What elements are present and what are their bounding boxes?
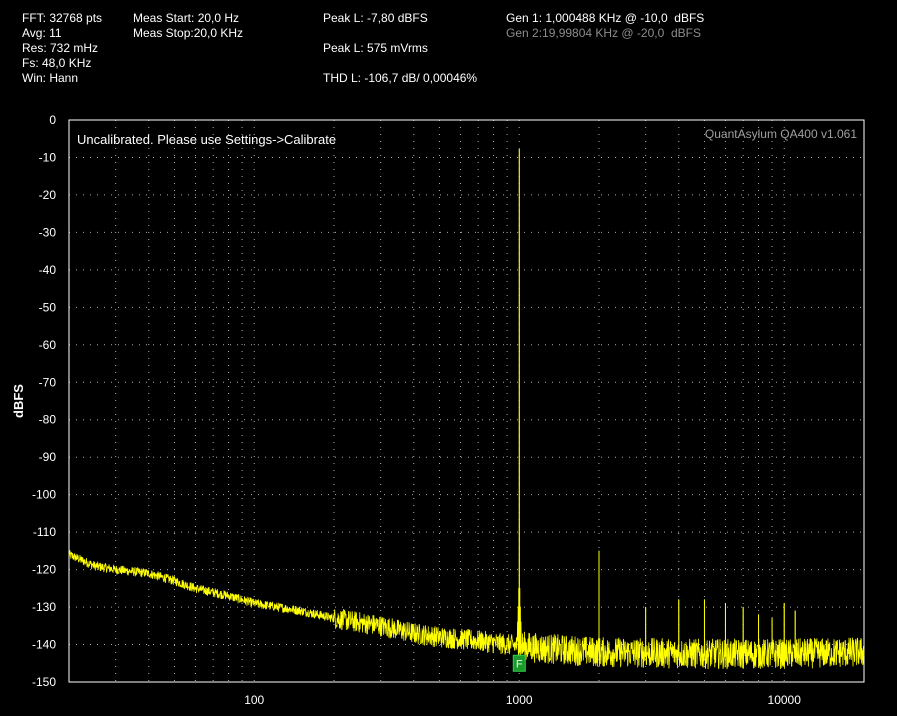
- peak-vrms-readout: Peak L: 575 mVrms: [323, 41, 428, 55]
- x-tick-label: 1000: [506, 693, 533, 707]
- resolution-readout: Res: 732 mHz: [22, 41, 99, 55]
- y-tick-label: -30: [39, 225, 57, 239]
- calibration-warning: Uncalibrated. Please use Settings->Calib…: [77, 132, 336, 147]
- trace-line: [68, 148, 865, 670]
- y-tick-label: 0: [49, 113, 56, 127]
- y-tick-label: -10: [39, 150, 57, 164]
- y-tick-label: -100: [32, 488, 56, 502]
- y-tick-labels: 0 -10 -20 -30 -40 -50 -60 -70 -80 -90 -100 -110 -120…: [32, 113, 56, 689]
- y-tick-label: -120: [32, 563, 56, 577]
- meas-stop-readout: Meas Stop:20,0 KHz: [133, 26, 244, 40]
- x-tick-label: 100: [244, 693, 264, 707]
- y-tick-label: -50: [39, 300, 57, 314]
- window-readout: Win: Hann: [22, 71, 79, 85]
- brand-label: QuantAsylum QA400 v1.061: [705, 127, 857, 141]
- grid: [69, 120, 864, 682]
- marker-label: F: [516, 658, 523, 670]
- x-tick-label: 10000: [768, 693, 802, 707]
- peak-dbfs-readout: Peak L: -7,80 dBFS: [323, 11, 428, 25]
- thd-readout: THD L: -106,7 dB/ 0,00046%: [323, 71, 478, 85]
- y-tick-label: -80: [39, 413, 57, 427]
- marker-box: [512, 654, 526, 672]
- gen2-readout: Gen 2:19,99804 KHz @ -20,0 dBFS: [506, 26, 701, 40]
- y-tick-label: -140: [32, 638, 56, 652]
- y-tick-label: -70: [39, 375, 57, 389]
- meas-start-readout: Meas Start: 20,0 Hz: [133, 11, 240, 25]
- sample-rate-readout: Fs: 48,0 KHz: [22, 56, 92, 70]
- y-tick-label: -20: [39, 188, 57, 202]
- y-tick-label: -90: [39, 450, 57, 464]
- x-tick-labels: 100 1000 10000: [244, 693, 801, 707]
- fft-size-readout: FFT: 32768 pts: [22, 11, 103, 25]
- y-tick-label: -40: [39, 263, 57, 277]
- y-tick-label: -110: [33, 525, 56, 539]
- gen1-readout: Gen 1: 1,000488 KHz @ -10,0 dBFS: [506, 11, 705, 25]
- y-tick-label: -150: [32, 675, 56, 689]
- plot-frame: [68, 119, 865, 683]
- y-tick-label: -130: [32, 600, 56, 614]
- y-tick-label: -60: [39, 338, 57, 352]
- spectrum-trace: [68, 148, 865, 670]
- frequency-marker[interactable]: F: [512, 654, 526, 672]
- y-axis-label: dBFS: [11, 384, 26, 418]
- averages-readout: Avg: 11: [22, 26, 62, 40]
